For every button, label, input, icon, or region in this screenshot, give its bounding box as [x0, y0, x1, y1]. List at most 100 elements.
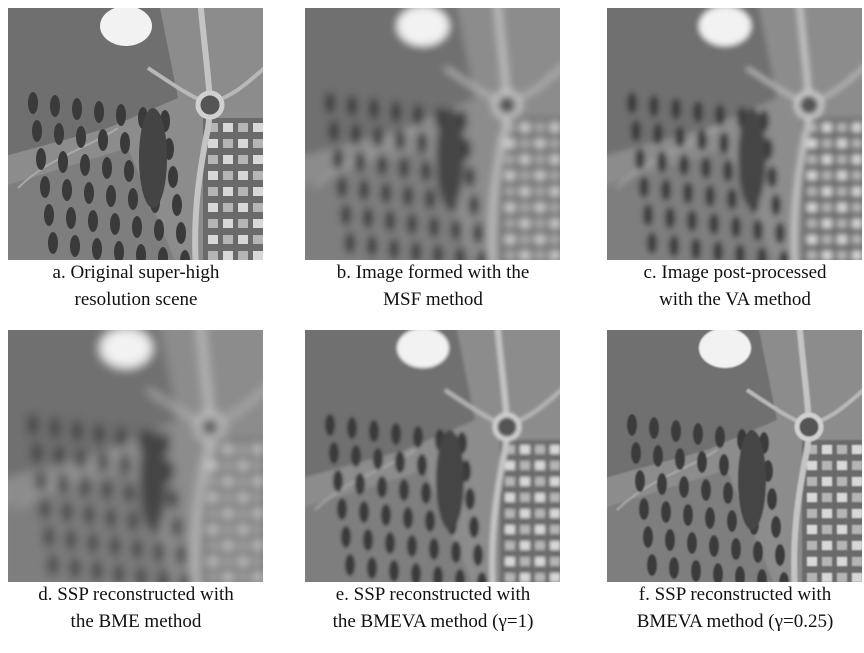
bright-spot: [699, 6, 751, 46]
tree-dark: [436, 430, 464, 530]
tree: [469, 516, 479, 538]
building: [852, 493, 862, 502]
building: [223, 203, 233, 212]
building: [238, 187, 248, 196]
tree: [58, 473, 68, 495]
building: [253, 477, 263, 486]
tree: [172, 194, 182, 216]
building: [505, 477, 515, 486]
bright-spot: [100, 6, 152, 46]
building: [520, 573, 530, 582]
tree: [80, 154, 90, 176]
scene: [597, 320, 864, 594]
tree: [367, 235, 377, 257]
tree: [465, 166, 475, 188]
tree: [753, 219, 763, 241]
building: [238, 461, 248, 470]
tree: [102, 479, 112, 501]
caption: the BMEVA method (γ=1): [333, 611, 534, 632]
building: [208, 203, 218, 212]
tree: [28, 414, 38, 436]
building: [822, 251, 832, 260]
tree: [132, 216, 142, 238]
building: [807, 139, 817, 148]
building: [535, 445, 545, 454]
building: [223, 187, 233, 196]
building: [822, 557, 832, 566]
tree: [76, 126, 86, 148]
building: [822, 573, 832, 582]
building: [208, 235, 218, 244]
building: [238, 557, 248, 566]
building: [550, 235, 560, 244]
building: [535, 155, 545, 164]
panel-image: [295, 320, 570, 594]
tree: [429, 538, 439, 560]
building: [253, 461, 263, 470]
building: [520, 525, 530, 534]
building: [520, 235, 530, 244]
panel-image: [597, 320, 864, 594]
building: [852, 573, 862, 582]
building: [208, 461, 218, 470]
tree: [92, 238, 102, 260]
building: [837, 557, 847, 566]
tree: [451, 219, 461, 241]
tree: [94, 423, 104, 445]
building: [505, 187, 515, 196]
tree: [723, 160, 733, 182]
tree: [647, 554, 657, 576]
building: [852, 509, 862, 518]
building: [807, 187, 817, 196]
building: [852, 251, 862, 260]
building: [550, 445, 560, 454]
building: [837, 219, 847, 228]
tree: [70, 235, 80, 257]
building: [550, 123, 560, 132]
tree: [128, 188, 138, 210]
tree: [32, 442, 42, 464]
tree: [120, 454, 130, 476]
building: [822, 203, 832, 212]
tree: [679, 476, 689, 498]
building: [550, 477, 560, 486]
tree: [351, 123, 361, 145]
tree: [110, 213, 120, 235]
building: [837, 493, 847, 502]
tree: [675, 126, 685, 148]
tree: [345, 232, 355, 254]
building: [223, 493, 233, 502]
building: [238, 203, 248, 212]
building: [253, 557, 263, 566]
tree: [92, 560, 102, 582]
building: [550, 139, 560, 148]
building: [223, 155, 233, 164]
tree: [451, 541, 461, 563]
tree: [403, 185, 413, 207]
caption: f. SSP reconstructed with: [639, 584, 832, 605]
tree: [333, 470, 343, 492]
tree: [373, 126, 383, 148]
tree: [713, 241, 723, 263]
building: [253, 187, 263, 196]
tree: [48, 232, 58, 254]
building: [550, 461, 560, 470]
building: [253, 541, 263, 550]
panel-image: [597, 0, 864, 272]
tree: [473, 222, 483, 244]
tree: [80, 476, 90, 498]
building: [550, 203, 560, 212]
building: [253, 251, 263, 260]
tree: [367, 557, 377, 579]
building: [505, 171, 515, 180]
building: [520, 187, 530, 196]
tree: [36, 470, 46, 492]
tree: [377, 154, 387, 176]
building: [505, 525, 515, 534]
building: [837, 155, 847, 164]
building: [837, 235, 847, 244]
building: [208, 493, 218, 502]
tree: [341, 204, 351, 226]
tree: [72, 98, 82, 120]
roundabout: [797, 415, 821, 439]
